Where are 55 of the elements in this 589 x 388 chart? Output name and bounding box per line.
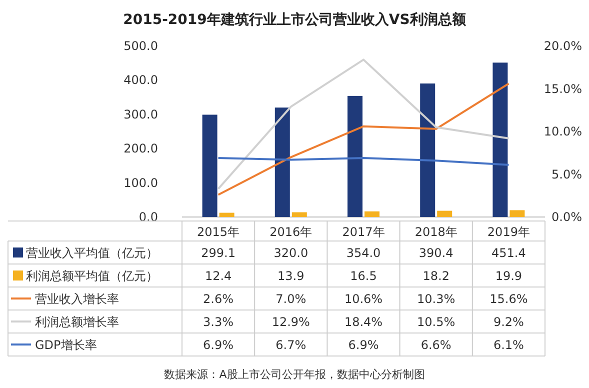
data-label: 299.1 [201,246,236,260]
data-label: 18.4% [344,315,383,329]
y2-tick-label: 15.0% [544,82,582,96]
source-note: 数据来源：A股上市公司公开年报，数据中心分析制图 [164,368,425,381]
bar [348,96,362,217]
data-label: 451.4 [492,246,526,260]
data-label: 6.9% [348,338,379,352]
data-label: 10.3% [417,292,456,306]
bar [510,210,525,217]
y-tick-label: 500.0 [124,39,158,53]
bar [420,83,436,217]
bar [219,212,234,217]
bar [274,108,290,217]
data-label: 13.9 [278,269,304,283]
data-label: 320.0 [274,246,308,260]
x-tick-label: 2019年 [487,225,530,239]
data-label: 10.6% [344,292,383,306]
data-label: 12.4 [204,269,232,283]
y-tick-label: 400.0 [124,73,158,88]
data-label: 9.2% [493,315,524,329]
y-tick-label: 200.0 [124,142,158,156]
data-label: 2.6% [203,292,234,306]
data-label: 6.1% [493,338,524,352]
data-label: 390.4 [418,246,454,260]
legend-label: GDP增长率 [35,338,97,352]
x-tick-label: 2015年 [197,225,240,239]
legend-label: 营业收入增长率 [35,292,119,306]
data-label: 16.5 [350,269,377,283]
y2-tick-label: 10.0% [544,124,582,138]
data-label: 12.9% [272,315,310,329]
x-tick-label: 2018年 [414,225,458,239]
y2-tick-label: 0.0% [552,210,582,224]
data-label: 3.3% [203,315,234,329]
data-label: 19.9 [495,269,522,283]
bar [364,211,380,217]
data-label: 7.0% [276,292,306,306]
x-tick-label: 2016年 [270,225,312,239]
data-label: 6.7% [276,338,306,352]
bar [202,114,218,217]
y-tick-label: 100.0 [124,176,158,190]
x-tick-label: 2017年 [342,225,385,239]
bar [292,212,307,217]
y-tick-label: 300.0 [124,107,158,122]
data-label: 15.6% [490,292,528,306]
data-label: 354.0 [346,246,381,260]
chart-title: 2015-2019年建筑行业上市公司营业收入VS利润总额 [123,11,467,28]
data-label: 6.6% [420,338,452,352]
y2-tick-label: 20.0% [544,39,582,53]
bar [492,62,508,217]
legend-label: 利润总额增长率 [35,315,119,329]
bar [437,210,452,217]
data-label: 18.2 [422,269,450,283]
y2-tick-label: 5.0% [552,167,582,182]
data-label: 10.5% [417,315,456,329]
data-label: 6.9% [203,338,234,352]
